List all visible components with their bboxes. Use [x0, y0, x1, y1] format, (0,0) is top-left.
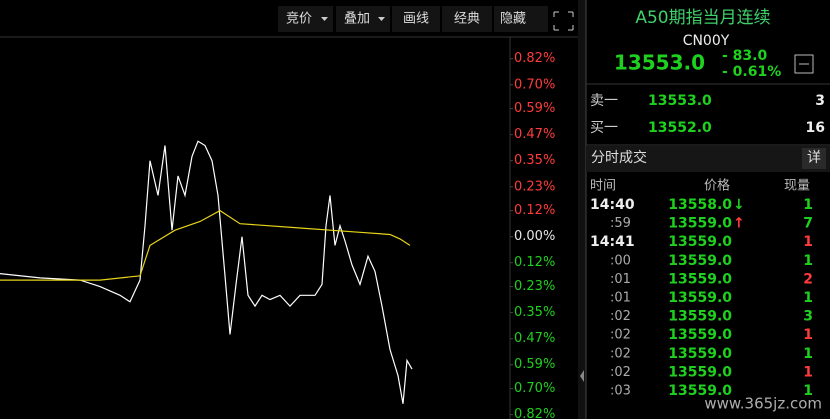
toolbar-label: 竞价 — [286, 11, 312, 27]
trade-time: :03 — [610, 384, 631, 399]
toolbar-button[interactable] — [442, 6, 492, 32]
change: - 83.0 — [722, 48, 767, 64]
toolbar-label: 经典 — [454, 12, 480, 27]
trade-time: :02 — [610, 346, 631, 361]
y-tick-label: 0.12% — [514, 255, 555, 270]
y-tick-label: 0.47% — [514, 331, 555, 346]
trade-time: 14:41 — [590, 234, 635, 250]
trade-price: 13559.0 — [668, 346, 732, 362]
price-line — [0, 209, 411, 281]
y-tick-label: 0.59% — [514, 357, 555, 372]
trade-time: :00 — [610, 253, 631, 268]
y-tick-label: 0.12% — [514, 203, 555, 218]
last-price: 13553.0 — [614, 51, 705, 75]
trade-volume: 1 — [803, 364, 813, 380]
trade-volume: 1 — [803, 290, 813, 306]
trade-time: :02 — [610, 309, 631, 324]
price-line — [0, 140, 413, 404]
book-label: 买一 — [590, 120, 618, 136]
trade-arrow: ↓ — [733, 197, 745, 213]
book-price: 13553.0 — [648, 93, 712, 109]
trade-price: 13559.0 — [668, 364, 732, 380]
y-tick-label: 0.47% — [514, 127, 555, 142]
y-tick-label: 0.70% — [514, 77, 555, 92]
trade-arrow: ↑ — [733, 216, 745, 232]
trade-time: :02 — [610, 328, 631, 343]
book-price: 13552.0 — [648, 120, 712, 136]
trade-volume: 1 — [803, 234, 813, 250]
trades-title: 分时成交 — [591, 149, 647, 166]
y-tick-label: 0.35% — [514, 153, 555, 168]
instrument-code: CN00Y — [683, 33, 730, 49]
trades-header — [586, 146, 830, 172]
toolbar-button[interactable] — [392, 6, 440, 32]
y-tick-label: 0.23% — [514, 279, 555, 294]
scrollbar[interactable] — [578, 0, 586, 419]
dropdown-arrow — [321, 17, 328, 21]
column-header: 价格 — [704, 178, 730, 194]
detail-label[interactable]: 详 — [807, 150, 821, 166]
trade-price: 13559.0 — [668, 271, 732, 287]
trade-volume: 2 — [803, 271, 813, 287]
dropdown-arrow — [378, 17, 385, 21]
trade-volume: 1 — [803, 253, 813, 269]
trade-time: :01 — [610, 291, 631, 306]
trade-volume: 1 — [803, 346, 813, 362]
y-tick-label: 0.82% — [514, 407, 555, 419]
change-pct: - 0.61% — [722, 64, 781, 80]
y-tick-label: 0.70% — [514, 381, 555, 396]
trade-price: 13559.0 — [668, 383, 732, 399]
trade-price: 13559.0 — [668, 327, 732, 343]
trade-price: 13559.0 — [668, 290, 732, 306]
trade-volume: 3 — [803, 309, 813, 325]
minimize-button[interactable] — [794, 54, 814, 74]
column-header: 时间 — [590, 179, 616, 194]
column-header: 现量 — [784, 179, 810, 194]
instrument-title: A50期指当月连续 — [635, 8, 770, 28]
trade-volume: 1 — [803, 327, 813, 343]
trade-time: 14:40 — [590, 197, 635, 213]
y-tick-label: 0.35% — [514, 305, 555, 320]
trade-time: :59 — [610, 216, 631, 231]
book-volume: 3 — [815, 93, 825, 109]
trade-price: 13558.0 — [668, 197, 732, 213]
trade-price: 13559.0 — [668, 216, 732, 232]
book-volume: 16 — [806, 120, 825, 136]
toolbar-label: 隐藏 — [500, 12, 526, 27]
collapse-arrow[interactable] — [580, 370, 584, 382]
trade-time: :01 — [610, 272, 631, 287]
y-tick-label: 0.23% — [514, 179, 555, 194]
trade-price: 13559.0 — [668, 234, 732, 250]
watermark: www.365jz.com — [704, 395, 822, 413]
trade-price: 13559.0 — [668, 253, 732, 269]
toolbar-button[interactable] — [494, 6, 548, 32]
toolbar-label: 叠加 — [344, 12, 370, 27]
y-tick-label: 0.59% — [514, 101, 555, 116]
trade-volume: 1 — [803, 197, 813, 213]
trade-volume: 7 — [803, 216, 813, 232]
trade-time: :02 — [610, 365, 631, 380]
trade-volume: 1 — [803, 383, 813, 399]
trade-price: 13559.0 — [668, 309, 732, 325]
y-tick-label: 0.00% — [514, 229, 555, 244]
y-tick-label: 0.82% — [514, 51, 555, 66]
book-label: 卖一 — [590, 93, 618, 109]
toolbar-label: 画线 — [403, 12, 429, 27]
expand-icon[interactable] — [553, 11, 574, 31]
detail-button[interactable] — [802, 148, 826, 169]
